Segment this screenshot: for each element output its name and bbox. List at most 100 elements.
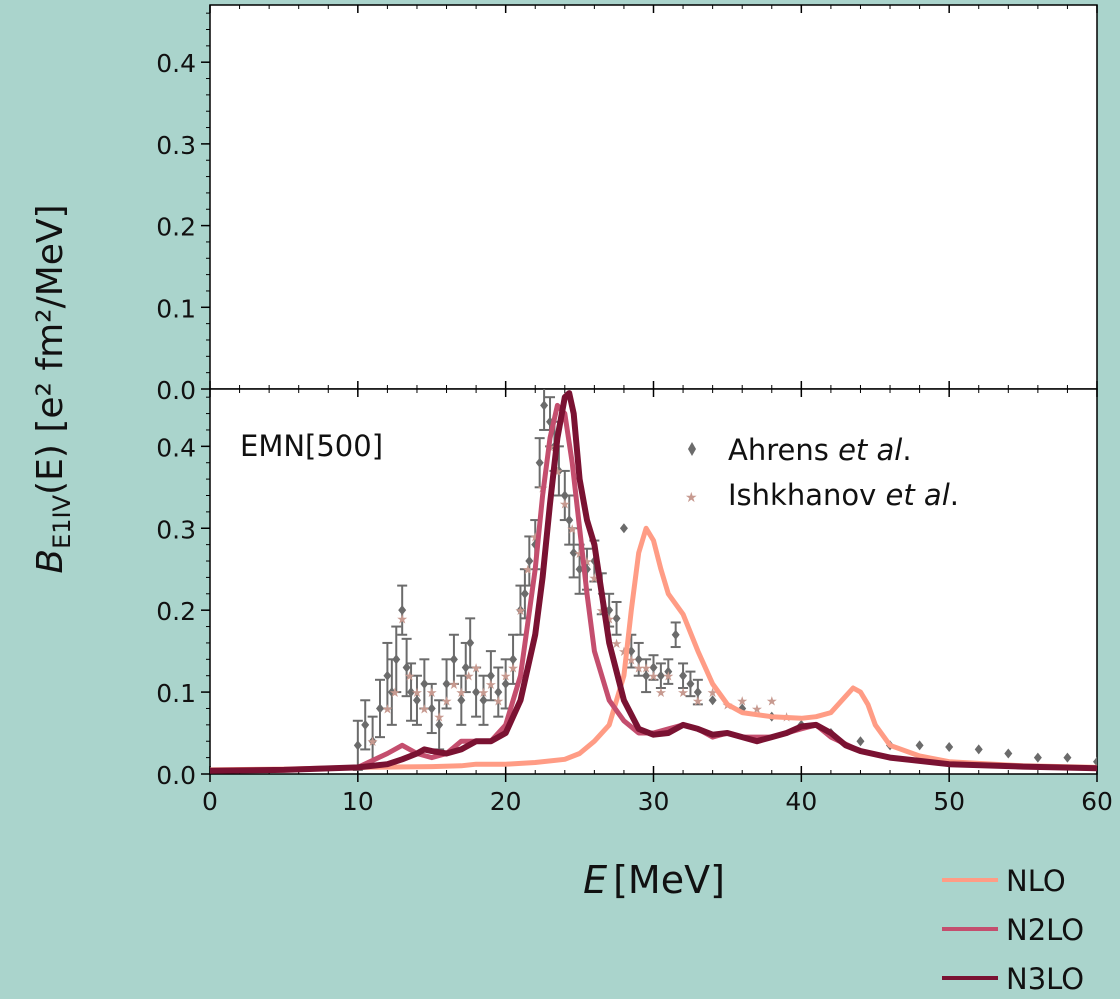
data-point [427,703,436,714]
data-point: ★ [736,694,748,709]
data-point [398,605,407,616]
y-tick-label: 0.0 [156,376,196,405]
data-point: ★ [441,694,453,709]
data-point [361,719,370,730]
data-point [540,400,549,411]
data-point: ★ [492,694,504,709]
data-point: ★ [655,686,667,701]
data-point [1033,752,1042,763]
y-tick-label: 0.4 [156,433,196,462]
data-point: ★ [382,702,394,717]
data-point [376,703,385,714]
data-point [457,695,466,706]
data-point: ★ [640,662,652,677]
data-point: ★ [411,686,423,701]
data-point [392,654,401,665]
legend-label-nlo: NLO [1006,864,1066,898]
data-point: ★ [707,686,719,701]
data-point [486,670,495,681]
x-tick-label: 40 [785,787,817,816]
data-point: ★ [389,686,401,701]
data-point [634,654,643,665]
data-point [649,662,658,673]
data-point: ★ [500,670,512,685]
data-point [501,678,510,689]
data-point [915,740,924,751]
data-point [383,670,392,681]
y-axis-label: BE1IV(E) [e² fm²/MeV] [30,204,76,573]
x-axis-label: E [MeV] [583,858,725,902]
data-point [449,654,458,665]
data-point [466,637,475,648]
legend-label-n3lo: N3LO [1006,962,1084,995]
series-line-n3lo [210,390,1097,774]
data-point: ★ [559,498,571,513]
data-point [974,744,983,755]
data-point [856,736,865,747]
data-point: ★ [433,711,445,726]
data-point [516,605,525,616]
data-point [412,695,421,706]
data-point: ★ [581,555,593,570]
data-point [671,629,680,640]
data-point: ★ [485,678,497,693]
data-point [693,687,702,698]
data-point: ★ [522,563,534,578]
data-point [656,670,665,681]
data-point [642,670,651,681]
data-point: ★ [529,530,541,545]
data-point: ★ [448,678,460,693]
y-tick-label: 0.0 [156,761,196,790]
data-point [435,719,444,730]
data-point [945,741,954,752]
y-tick-label: 0.1 [156,679,196,708]
data-point [407,687,416,698]
data-point [525,556,534,567]
upper-axis-ticks: 0.0 0.1 0.2 0.3 0.4 [156,5,1098,405]
data-point [619,523,628,534]
y-tick-label: 0.3 [156,131,196,160]
data-point [664,666,673,677]
data-point: ★ [455,686,467,701]
x-tick-label: 50 [933,787,965,816]
data-point [353,740,362,751]
data-point: ★ [566,522,578,537]
series-legend: NLO N2LO N3LO [942,864,1084,996]
data-point: ★ [648,670,660,685]
data-point: ★ [419,702,431,717]
data-point [368,736,377,747]
data-point [520,588,529,599]
data-point: ★ [507,662,519,677]
lower-panel [209,388,1098,775]
data-point: ★ [552,465,564,480]
data-point: ★ [766,694,778,709]
legend-label-n2lo: N2LO [1006,913,1084,947]
data-point [402,662,411,673]
data-point [1004,748,1013,759]
data-point [494,687,503,698]
data-point [472,687,481,698]
data-legend: Ahrens et al. ★ Ishkhanov et al. [685,433,959,512]
data-point [420,678,429,689]
data-point: ★ [463,670,475,685]
data-point: ★ [426,686,438,701]
data-point: ★ [396,612,408,627]
data-point: ★ [589,571,601,586]
data-point: ★ [692,694,704,709]
legend-label-ishkhanov: Ishkhanov et al. [728,478,959,512]
y-tick-label: 0.1 [156,294,196,323]
data-point: ★ [367,735,379,750]
x-tick-label: 60 [1081,787,1113,816]
data-point [686,678,695,689]
data-point: ★ [603,612,615,627]
y-tick-label: 0.4 [156,49,196,78]
model-annotation: EMN[500] [240,429,383,463]
data-point: ★ [478,686,490,701]
data-point [509,654,518,665]
data-point: ★ [515,604,527,619]
legend-marker-ishkhanov: ★ [685,490,698,506]
y-tick-label: 0.2 [156,213,196,242]
data-point [535,457,544,468]
data-point: ★ [404,670,416,685]
